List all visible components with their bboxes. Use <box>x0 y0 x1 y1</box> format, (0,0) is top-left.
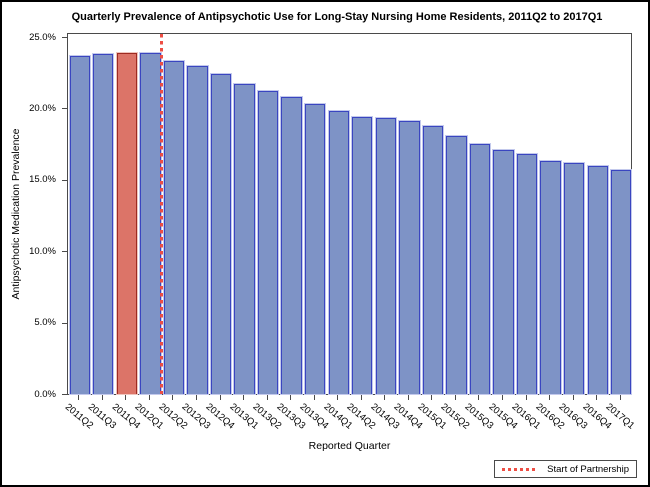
bar-2014Q2 <box>352 116 373 394</box>
bar-2017Q1 <box>611 169 632 394</box>
x-axis-tick <box>360 395 362 400</box>
x-axis-tick <box>431 395 433 400</box>
x-axis-tick <box>243 395 245 400</box>
start-of-partnership-reference-line <box>159 34 163 394</box>
y-axis-tick-label: 20.0% <box>29 102 56 114</box>
bar-2013Q4 <box>305 104 326 394</box>
bar-2011Q4 <box>116 52 137 394</box>
x-axis-tick <box>148 395 150 400</box>
bar-2013Q1 <box>234 84 255 394</box>
legend-label: Start of Partnership <box>547 463 629 475</box>
y-axis-tick-label: 0.0% <box>34 388 56 400</box>
bar-2012Q2 <box>163 61 185 394</box>
y-axis-title: Antipsychotic Medication Prevalence <box>10 128 22 300</box>
bar-2015Q2 <box>446 135 467 394</box>
y-axis-tick-label: 15.0% <box>29 174 56 186</box>
x-axis-tick <box>101 395 103 400</box>
x-axis-tick <box>195 395 197 400</box>
x-axis-tick <box>454 395 456 400</box>
bar-2015Q1 <box>422 125 444 394</box>
y-axis-tick-label: 25.0% <box>29 31 56 43</box>
x-axis-tick <box>478 395 480 400</box>
bar-2016Q1 <box>516 154 538 394</box>
x-axis-tick <box>219 395 221 400</box>
y-axis-tick-label: 10.0% <box>29 245 56 257</box>
x-axis-tick <box>78 395 80 400</box>
bar-2016Q3 <box>563 162 585 394</box>
x-axis-title: Reported Quarter <box>308 440 391 452</box>
x-axis-tick <box>407 395 409 400</box>
bar-2011Q2 <box>69 55 90 394</box>
x-axis-tick <box>384 395 386 400</box>
bar-2012Q3 <box>187 65 208 394</box>
x-axis-tick <box>337 395 339 400</box>
y-axis-tick <box>62 108 67 110</box>
plot-area <box>67 33 632 395</box>
y-axis-tick-label: 5.0% <box>34 317 56 329</box>
bar-2014Q3 <box>375 118 396 394</box>
x-axis-tick <box>502 395 504 400</box>
x-axis-tick <box>525 395 527 400</box>
x-axis-tick <box>266 395 268 400</box>
bar-2013Q2 <box>257 91 279 394</box>
x-axis-tick <box>596 395 598 400</box>
x-axis-tick <box>619 395 621 400</box>
bar-2015Q4 <box>493 149 514 394</box>
x-axis-tick <box>572 395 574 400</box>
bar-2012Q1 <box>140 52 161 394</box>
y-axis-tick <box>62 37 67 38</box>
x-axis-tick <box>172 395 174 400</box>
y-axis-tick <box>62 251 67 253</box>
bar-2016Q4 <box>587 165 608 394</box>
red-dotted-line-icon <box>502 467 539 471</box>
chart-title: Quarterly Prevalence of Antipsychotic Us… <box>71 11 603 23</box>
x-axis-tick <box>549 395 551 400</box>
bar-2016Q2 <box>540 161 561 394</box>
bar-2011Q3 <box>93 54 114 394</box>
x-axis-tick <box>290 395 292 400</box>
bar-2014Q4 <box>399 121 420 394</box>
x-axis-tick <box>313 395 315 400</box>
legend: Start of Partnership <box>494 460 637 478</box>
y-axis-tick <box>62 394 67 395</box>
bar-2013Q3 <box>281 96 302 394</box>
y-axis-tick <box>62 322 67 324</box>
bar-2015Q3 <box>469 144 491 394</box>
y-axis-tick <box>62 179 67 181</box>
x-axis-tick <box>125 395 127 400</box>
bar-2012Q4 <box>210 74 232 394</box>
bar-2014Q1 <box>328 111 349 394</box>
